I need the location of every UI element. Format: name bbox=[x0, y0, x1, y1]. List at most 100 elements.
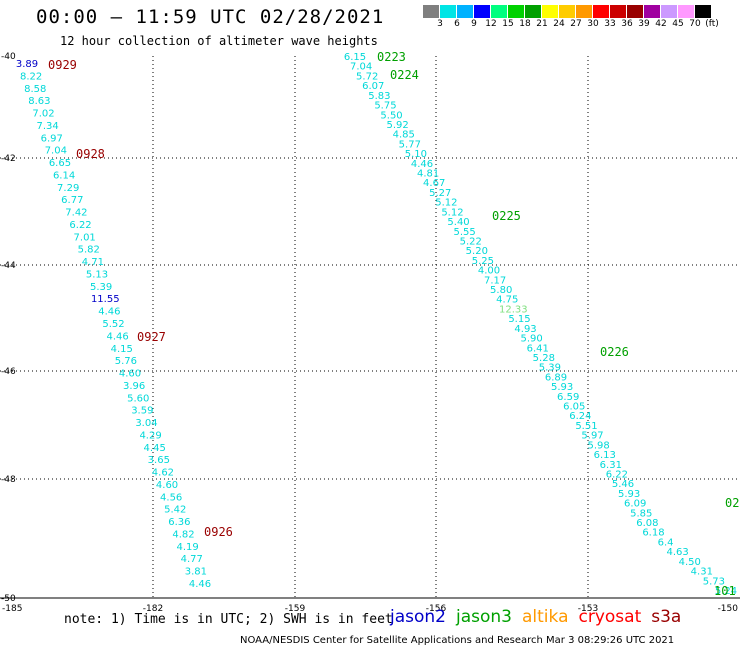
pass-time-label: 0928 bbox=[76, 147, 105, 161]
track-value-label: 5.93 bbox=[551, 382, 573, 393]
track-value-label: 4.60 bbox=[156, 480, 178, 491]
legend-label: 70 bbox=[689, 19, 701, 29]
footer-credit: NOAA/NESDIS Center for Satellite Applica… bbox=[240, 635, 675, 646]
legend-swatch bbox=[440, 5, 457, 18]
legend-swatch bbox=[491, 5, 508, 18]
track-value-label: 4.50 bbox=[679, 557, 701, 568]
legend-swatch bbox=[457, 5, 474, 18]
track-value-label: 7.34 bbox=[36, 121, 58, 132]
legend-label: 42 bbox=[655, 19, 667, 29]
track-value-label: 6.77 bbox=[61, 195, 83, 206]
track-value-label: 4.62 bbox=[152, 468, 174, 479]
legend-label: 21 bbox=[536, 19, 548, 29]
legend-swatch bbox=[559, 5, 576, 18]
track-value-label: 8.58 bbox=[24, 84, 46, 95]
track-value-label: 7.17 bbox=[484, 275, 506, 286]
track-value-label: 5.90 bbox=[521, 334, 543, 345]
x-tick-label: -185 bbox=[2, 604, 22, 614]
y-tick-label: -46 bbox=[1, 367, 16, 377]
track-value-label: 5.77 bbox=[399, 139, 421, 150]
pass-time-label: 101 bbox=[714, 584, 736, 598]
track-value-label: 5.25 bbox=[472, 256, 494, 267]
legend-swatch bbox=[508, 5, 525, 18]
x-tick-label: -159 bbox=[285, 604, 306, 614]
legend-swatch bbox=[610, 5, 627, 18]
legend-label: 24 bbox=[553, 19, 565, 29]
track-value-label: 6.97 bbox=[41, 133, 63, 144]
footer-note: note: 1) Time is in UTC; 2) SWH is in fe… bbox=[64, 612, 393, 627]
x-tick-label: -182 bbox=[143, 604, 163, 614]
track-value-label: 5.60 bbox=[127, 393, 149, 404]
legend-swatch bbox=[542, 5, 559, 18]
legend-swatch bbox=[423, 5, 440, 18]
track-value-label: 6.09 bbox=[624, 499, 646, 510]
track-value-label: 4.45 bbox=[144, 443, 166, 454]
legend-label: 18 bbox=[519, 19, 531, 29]
track-value-label: 4.46 bbox=[98, 307, 120, 318]
track-value-label: 5.13 bbox=[86, 269, 108, 280]
track-value-label: 5.82 bbox=[78, 245, 100, 256]
track-value-label: 5.80 bbox=[490, 285, 512, 296]
legend-label: 12 bbox=[485, 19, 497, 29]
track-value-label: 8.22 bbox=[20, 71, 42, 82]
satellite-altika: altika bbox=[522, 607, 569, 627]
track-value-label: 5.50 bbox=[380, 110, 402, 121]
track-value-label: 5.52 bbox=[102, 319, 124, 330]
track-value-label: 4.15 bbox=[111, 344, 133, 355]
track-value-label: 3.04 bbox=[135, 418, 157, 429]
track-value-label: 7.01 bbox=[74, 232, 96, 243]
track-value-label: 3.59 bbox=[131, 406, 153, 417]
y-tick-label: -42 bbox=[1, 154, 16, 164]
track-value-label: 5.28 bbox=[533, 353, 555, 364]
track-value-label: 4.63 bbox=[667, 547, 689, 558]
pass-time-label: 0926 bbox=[204, 525, 233, 539]
legend-label: 33 bbox=[604, 19, 616, 29]
track-value-label: 6.4 bbox=[658, 537, 674, 548]
track-value-label: 7.42 bbox=[65, 208, 87, 219]
track-value-label: 5.10 bbox=[405, 149, 427, 160]
pass-time-label: 0927 bbox=[137, 330, 166, 344]
satellite-cryosat: cryosat bbox=[578, 607, 642, 627]
track-value-label: 6.07 bbox=[362, 81, 384, 92]
satellite-legend: jason2 jason3 altika cryosat s3a bbox=[390, 607, 691, 627]
legend-labels: 3 6 9 12 15 18 21 24 27 30 33 36 39 42 45 70 (ft) bbox=[423, 18, 719, 30]
track-value-label: 4.46 bbox=[189, 579, 211, 590]
track-value-label: 4.60 bbox=[119, 369, 141, 380]
track-value-label: 6.36 bbox=[168, 517, 190, 528]
x-tick-label: -153 bbox=[578, 604, 598, 614]
color-legend: 3 6 9 12 15 18 21 24 27 30 33 36 39 42 45 70 (ft) bbox=[423, 5, 719, 30]
legend-label: 6 bbox=[454, 19, 460, 29]
track-value-label: 4.75 bbox=[496, 295, 518, 306]
track-value-label: 5.42 bbox=[164, 505, 186, 516]
track-value-label: 4.93 bbox=[514, 324, 536, 335]
legend-label: 39 bbox=[638, 19, 650, 29]
satellite-s3a: s3a bbox=[651, 607, 682, 627]
track-value-label: 6.24 bbox=[569, 411, 591, 422]
page-title: 00:00 – 11:59 UTC 02/28/2021 bbox=[36, 6, 385, 28]
track-value-label: 5.85 bbox=[630, 508, 652, 519]
legend-swatch bbox=[695, 5, 712, 18]
track-value-label: 6.05 bbox=[563, 402, 585, 413]
track-value-label: 12.33 bbox=[499, 304, 528, 315]
track-value-label: 4.85 bbox=[393, 130, 415, 141]
track-value-label: 6.08 bbox=[636, 518, 658, 529]
pass-time-label: 0224 bbox=[390, 68, 419, 82]
y-tick-label: -40 bbox=[1, 52, 16, 62]
legend-label: 9 bbox=[471, 19, 477, 29]
track-value-label: 6.89 bbox=[545, 372, 567, 383]
track-value-label: 11.55 bbox=[91, 294, 120, 305]
legend-swatch bbox=[593, 5, 610, 18]
track-value-label: 5.22 bbox=[460, 236, 482, 247]
legend-label: 36 bbox=[621, 19, 633, 29]
track-value-label: 6.14 bbox=[53, 170, 75, 181]
track-value-label: 6.15 bbox=[344, 52, 366, 63]
track-value-label: 3.81 bbox=[185, 567, 207, 578]
track-value-label: 4.31 bbox=[691, 567, 713, 578]
pass-time-label: 0226 bbox=[600, 345, 629, 359]
track-value-label: 5.39 bbox=[539, 363, 561, 374]
track-value-label: 5.55 bbox=[454, 227, 476, 238]
track-value-label: 3.65 bbox=[148, 455, 170, 466]
y-tick-label: -44 bbox=[1, 261, 16, 271]
track-value-label: 6.13 bbox=[594, 450, 616, 461]
track-value-label: 5.15 bbox=[508, 314, 530, 325]
